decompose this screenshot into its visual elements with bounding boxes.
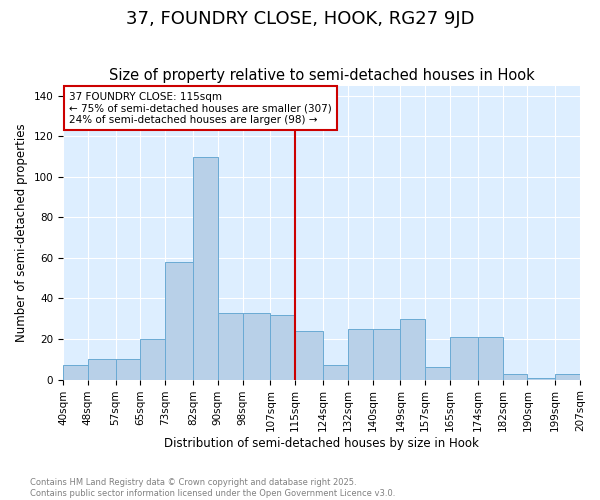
Title: Size of property relative to semi-detached houses in Hook: Size of property relative to semi-detach… (109, 68, 535, 83)
Bar (373, 329, 400, 380)
Y-axis label: Number of semi-detached properties: Number of semi-detached properties (15, 124, 28, 342)
Bar (271, 314, 295, 380)
Bar (88, 360, 116, 380)
Bar (478, 337, 503, 380)
Bar (140, 339, 165, 380)
Bar (63, 366, 88, 380)
Bar (218, 312, 242, 380)
Text: Contains HM Land Registry data © Crown copyright and database right 2025.
Contai: Contains HM Land Registry data © Crown c… (30, 478, 395, 498)
Text: 37, FOUNDRY CLOSE, HOOK, RG27 9JD: 37, FOUNDRY CLOSE, HOOK, RG27 9JD (126, 10, 474, 28)
Bar (400, 319, 425, 380)
Bar (116, 360, 140, 380)
X-axis label: Distribution of semi-detached houses by size in Hook: Distribution of semi-detached houses by … (164, 437, 479, 450)
Bar (348, 329, 373, 380)
Bar (425, 368, 450, 380)
Bar (165, 262, 193, 380)
Bar (242, 312, 271, 380)
Bar (450, 337, 478, 380)
Bar (295, 331, 323, 380)
Text: 37 FOUNDRY CLOSE: 115sqm
← 75% of semi-detached houses are smaller (307)
24% of : 37 FOUNDRY CLOSE: 115sqm ← 75% of semi-d… (69, 92, 332, 125)
Bar (193, 156, 218, 380)
Bar (503, 374, 527, 380)
Bar (555, 374, 580, 380)
Bar (323, 366, 348, 380)
Bar (527, 378, 555, 380)
